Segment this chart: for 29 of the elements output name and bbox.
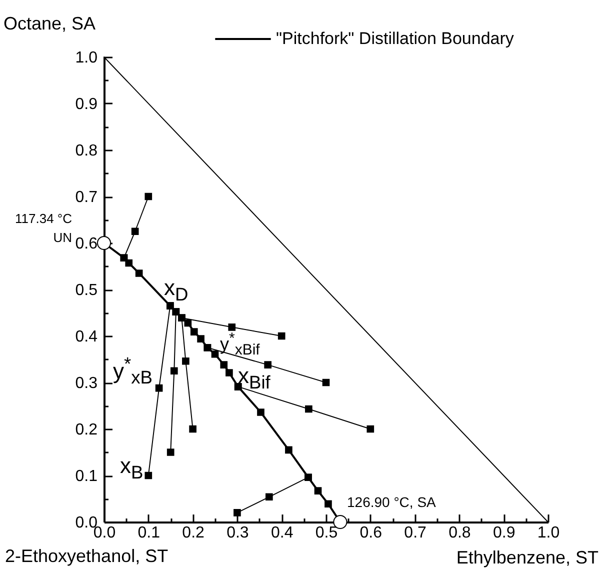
x-tick-label: 0.9 xyxy=(492,524,516,542)
text: 2-Ethoxyethanol, ST xyxy=(5,545,170,568)
x-tick-label: 1.0 xyxy=(537,524,560,542)
y-tick-label: 0.5 xyxy=(75,282,98,299)
x-tick-label: 0.3 xyxy=(226,524,249,542)
x-tick-label: 0.2 xyxy=(182,524,205,542)
annotation: x$_{B}$ xyxy=(120,452,144,484)
y-tick-label: 0.6 xyxy=(75,236,98,252)
x-tick-label: 0.1 xyxy=(138,524,160,542)
annotation: 126.90 °C, SA xyxy=(347,493,437,512)
text: 117.34 °C UN xyxy=(14,210,72,247)
x-axis-title: Ethylbenzene, ST xyxy=(456,548,598,568)
x-tick-label: 0.6 xyxy=(360,524,382,542)
y-tick-label: 1.0 xyxy=(75,50,98,66)
y-tick-label: 0.1 xyxy=(75,468,98,485)
x-tick-label: 0.8 xyxy=(448,524,471,542)
x-tick-label: 0.5 xyxy=(315,524,338,542)
legend-label: "Pitchfork" Distillation Boundary xyxy=(276,29,514,48)
y-axis-title: Octane, SA xyxy=(4,14,96,34)
x-tick-label: 0.4 xyxy=(270,524,294,542)
y-tick-label: 0.2 xyxy=(75,422,98,438)
y-tick-label: 0.3 xyxy=(75,375,98,392)
y-tick-label: 0.8 xyxy=(75,142,98,160)
y-tick-label: 0.9 xyxy=(75,96,98,113)
x-tick-label: 0.7 xyxy=(404,524,427,542)
annotation: x$_{D}$ xyxy=(164,274,190,306)
annotation: x$_{Bif}$ xyxy=(238,362,272,394)
y-tick-label: 0.4 xyxy=(75,328,98,346)
y-tick-label: 0.7 xyxy=(75,189,98,206)
